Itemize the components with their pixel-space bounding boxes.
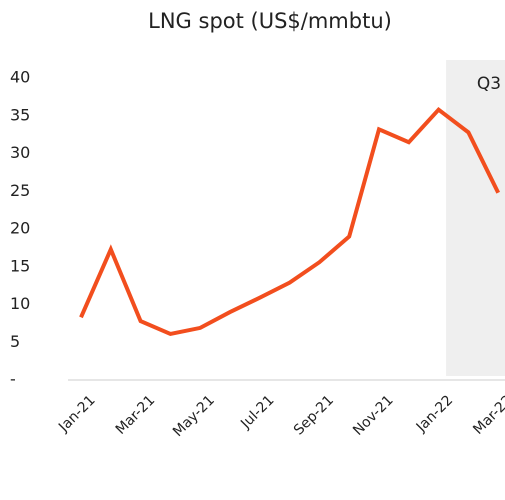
line xyxy=(79,107,500,337)
chart-title: LNG spot (US$/mmbtu) xyxy=(148,9,392,33)
x-tick-label: May-21 xyxy=(170,392,218,440)
x-tick-label: Jan-21 xyxy=(55,392,98,435)
x-tick-label: Jul-21 xyxy=(237,392,277,432)
y-tick-label: 10 xyxy=(10,294,30,313)
y-tick-label: 30 xyxy=(10,143,30,162)
x-tick-label: Mar-22 xyxy=(470,392,505,438)
y-tick-label: 5 xyxy=(10,332,20,351)
y-tick-label: 35 xyxy=(10,105,30,124)
x-tick-label: Sep-21 xyxy=(291,392,337,438)
annotation: Q3 xyxy=(477,74,501,94)
y-tick-label: - xyxy=(10,370,16,389)
y-tick-label: 20 xyxy=(10,219,30,238)
y-tick-label: 25 xyxy=(10,181,30,200)
y-tick-label: 15 xyxy=(10,256,30,275)
x-tick-label: Mar-21 xyxy=(113,392,159,438)
x-tick-label: Jan-22 xyxy=(413,392,456,435)
x-tick-label: Nov-21 xyxy=(350,392,397,439)
highlight-region xyxy=(446,60,505,376)
y-tick-label: 40 xyxy=(10,68,30,87)
